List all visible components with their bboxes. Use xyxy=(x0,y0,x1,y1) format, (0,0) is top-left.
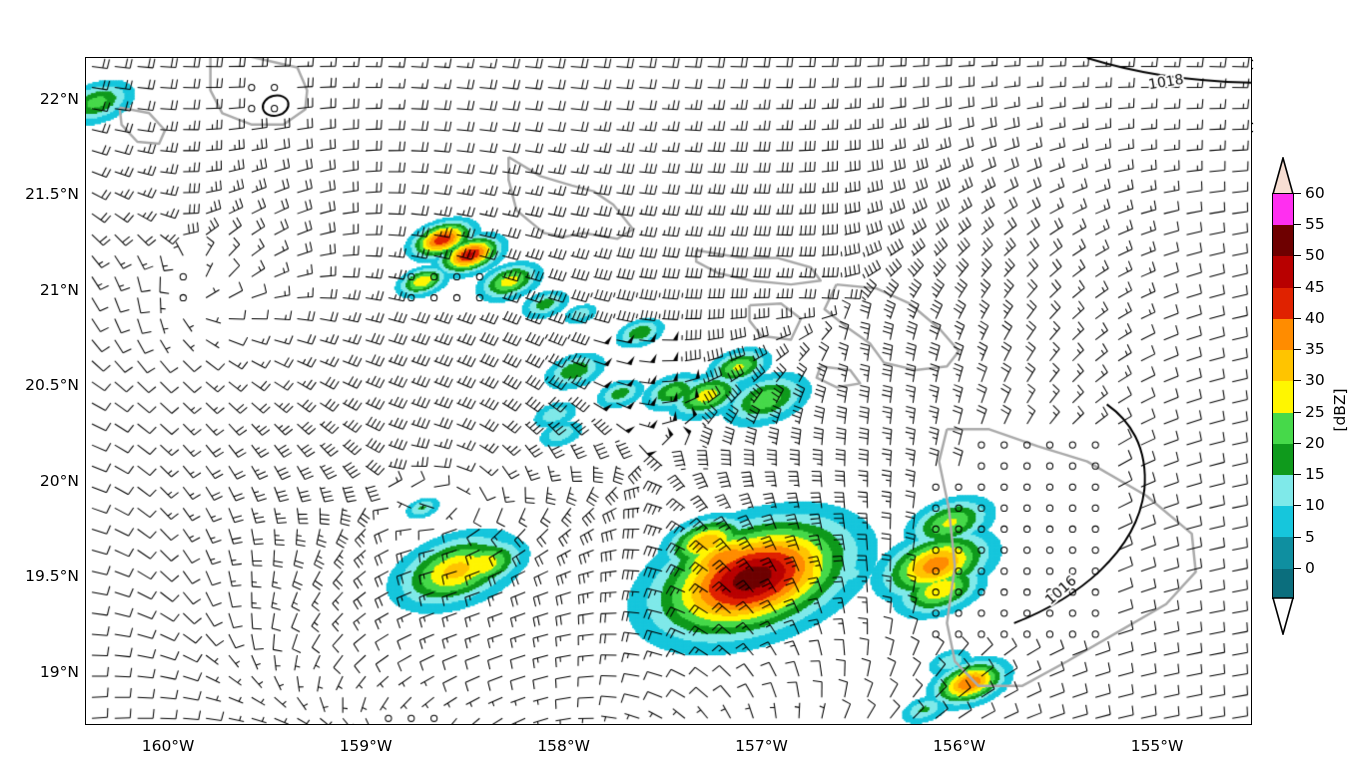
colorbar-tick xyxy=(1294,536,1301,538)
colorbar-bands xyxy=(1272,193,1294,599)
colorbar-band--5-0 xyxy=(1273,568,1293,598)
colorbar: 60 55 50 45 40 35 30 25 20 15 10 5 0 xyxy=(1272,157,1325,635)
colorbar-tick-label: 0 xyxy=(1305,558,1315,577)
colorbar-tick xyxy=(1294,380,1301,382)
colorbar-tick-label: 15 xyxy=(1305,465,1325,484)
colorbar-band-35-40 xyxy=(1273,318,1293,351)
colorbar-tick-label: 35 xyxy=(1305,340,1325,359)
colorbar-tick xyxy=(1294,193,1301,194)
latitude-tick-label: 21.5°N xyxy=(25,185,79,204)
colorbar-tick xyxy=(1294,505,1301,507)
colorbar-band-20-25 xyxy=(1273,412,1293,444)
colorbar-band-45-50 xyxy=(1273,256,1293,288)
colorbar-title: [dBZ] xyxy=(1331,388,1349,432)
colorbar-under-arrow xyxy=(1272,597,1294,635)
colorbar-tick xyxy=(1294,442,1301,444)
longitude-tick-label: 158°W xyxy=(537,737,590,755)
colorbar-band-30-35 xyxy=(1273,350,1293,382)
colorbar-tick-label: 30 xyxy=(1305,371,1325,390)
colorbar-tick xyxy=(1294,255,1301,257)
colorbar-tick-label: 25 xyxy=(1305,402,1325,421)
colorbar-tick-label: 45 xyxy=(1305,277,1325,296)
colorbar-band-0-5 xyxy=(1273,537,1293,569)
latitude-tick-label: 19.5°N xyxy=(25,567,79,586)
colorbar-tick-label: 40 xyxy=(1305,308,1325,327)
colorbar-tick xyxy=(1294,567,1301,569)
colorbar-band-15-20 xyxy=(1273,443,1293,475)
latitude-tick-label: 22°N xyxy=(39,89,79,108)
latitude-tick-label: 19°N xyxy=(39,662,79,681)
latitude-tick-label: 21°N xyxy=(39,280,79,299)
colorbar-tick xyxy=(1294,411,1301,413)
colorbar-tick xyxy=(1294,224,1301,226)
colorbar-band-5-10 xyxy=(1273,506,1293,538)
colorbar-band-50-55 xyxy=(1273,225,1293,257)
colorbar-tick xyxy=(1294,474,1301,476)
colorbar-tick xyxy=(1294,286,1301,288)
longitude-tick-label: 155°W xyxy=(1130,737,1184,755)
latitude-tick-label: 20°N xyxy=(39,471,79,490)
reflectivity-wind-map xyxy=(86,58,1251,724)
longitude-tick-label: 159°W xyxy=(339,737,393,755)
colorbar-band-40-45 xyxy=(1273,287,1293,319)
colorbar-tick-label: 60 xyxy=(1305,184,1325,202)
colorbar-over-arrow xyxy=(1272,157,1294,195)
colorbar-band-10-15 xyxy=(1273,474,1293,507)
colorbar-tick-label: 5 xyxy=(1305,527,1315,546)
colorbar-tick-label: 50 xyxy=(1305,246,1325,265)
map-plot-area[interactable] xyxy=(85,57,1252,725)
latitude-tick-label: 20.5°N xyxy=(25,376,79,395)
longitude-tick-label: 160°W xyxy=(141,737,195,755)
colorbar-tick-label: 55 xyxy=(1305,215,1325,234)
longitude-tick-label: 157°W xyxy=(735,737,788,755)
colorbar-band-25-30 xyxy=(1273,381,1293,413)
colorbar-band-55-60 xyxy=(1273,194,1293,226)
colorbar-tick-label: 20 xyxy=(1305,433,1325,452)
colorbar-tick xyxy=(1294,349,1301,351)
longitude-tick-label: 156°W xyxy=(932,737,986,755)
colorbar-tick-label: 10 xyxy=(1305,496,1325,515)
colorbar-tick xyxy=(1294,317,1301,319)
